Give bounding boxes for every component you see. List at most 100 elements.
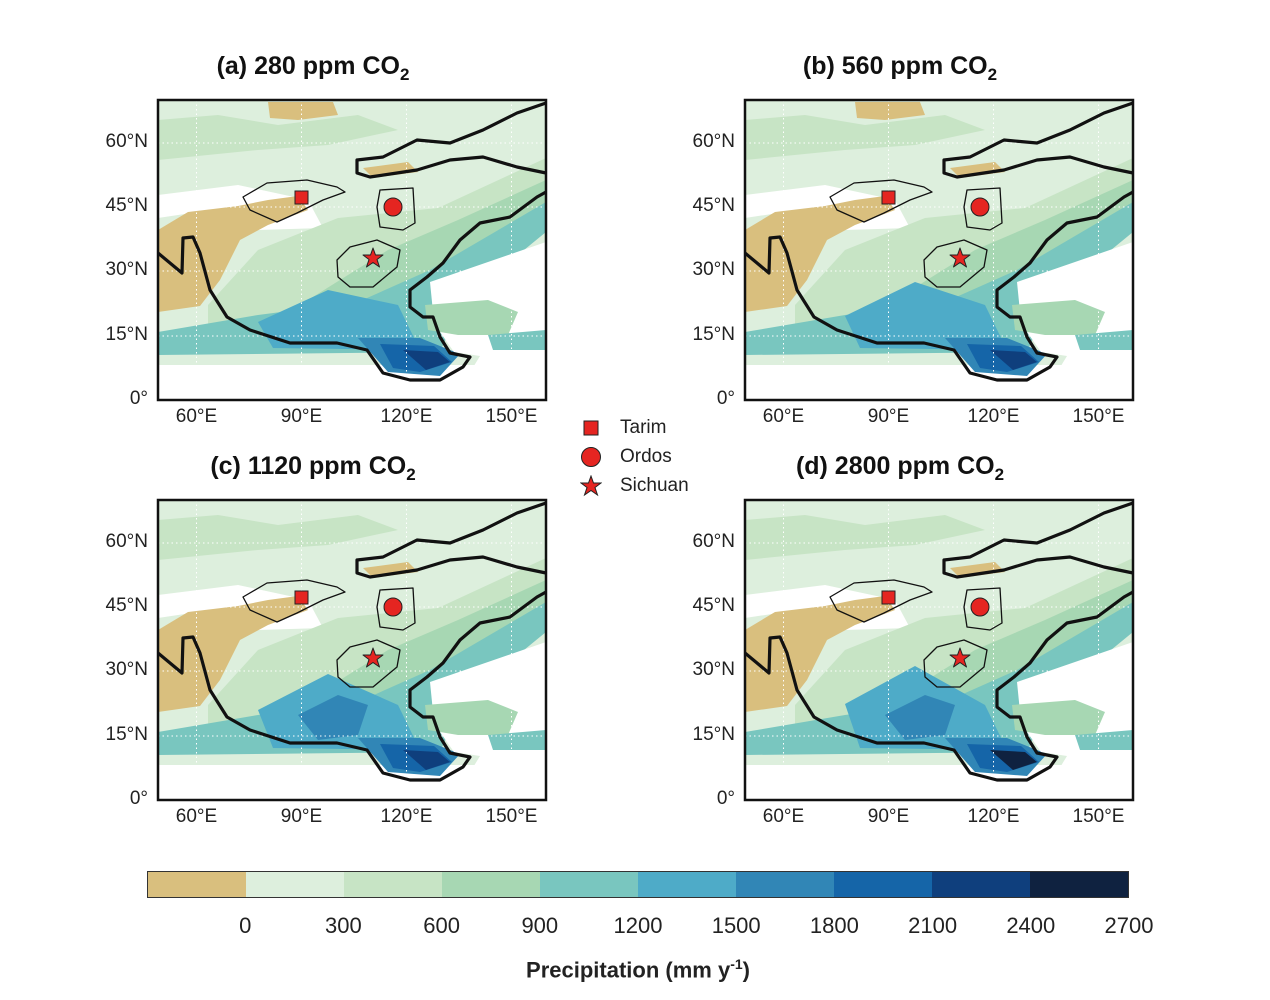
legend-label: Ordos [620,445,672,467]
precip-north [158,115,398,160]
lat-tick-label: 45°N [692,595,735,616]
arid-west [158,196,308,312]
precip-ocean-patch-2 [488,330,546,350]
colorbar-tick-label: 1800 [809,913,859,938]
tarim-basin-outline [829,579,933,623]
panel-title: (a) 280 ppm CO2 [216,52,410,84]
precip-ocean-patch [425,700,518,735]
axes-frame [156,98,548,402]
lat-tick-label: 0° [716,788,735,809]
ordos-marker [970,197,990,217]
arid-north-2 [363,562,418,578]
precip-mid [208,158,546,350]
legend: Tarim Ordos Sichuan [578,413,689,500]
precip-peak [403,350,450,370]
tarim-basin-outline [242,179,346,223]
colorbar-segment [1030,872,1128,897]
ordos-basin-outline [376,587,416,631]
colorbar-label: Precipitation (mm y-1) [526,956,750,983]
tarim-marker [294,190,309,205]
sichuan-marker [949,647,971,668]
ocean-nodata [158,642,546,800]
axes-frame [743,498,1135,802]
colorbar-tick-label: 300 [325,913,362,938]
lon-tick-label: 90°E [867,406,910,427]
sichuan-marker [949,247,971,268]
arid-west [745,596,895,712]
arid-north [268,102,338,120]
lon-tick-label: 120°E [967,806,1020,827]
sichuan-basin-outline [336,239,401,288]
ordos-marker [970,597,990,617]
lat-tick-label: 0° [716,388,735,409]
lon-tick-label: 90°E [867,806,910,827]
coastline [743,590,1134,782]
precip-ocean-patch [425,300,518,335]
lon-tick-label: 120°E [967,406,1020,427]
ordos-basin-outline [963,587,1003,631]
lat-tick-label: 45°N [692,195,735,216]
legend-label: Tarim [620,416,667,438]
legend-label: Sichuan [620,474,689,496]
lon-tick-label: 90°E [280,406,323,427]
precip-core [298,695,368,740]
lat-tick-label: 60°N [692,131,735,152]
lat-tick-label: 0° [129,788,148,809]
ordos-marker [383,197,403,217]
precip-north [158,515,398,560]
lat-tick-label: 15°N [105,724,148,745]
map-panel-d [743,498,1135,802]
legend-item-ordos: Ordos [578,442,689,471]
lat-tick-label: 45°N [105,595,148,616]
colorbar [147,871,1129,898]
ocean-nodata [745,242,1133,400]
precip-north [745,115,985,160]
star-marker-icon [578,474,604,496]
sichuan-basin-outline [923,639,988,688]
colorbar-segment [736,872,834,897]
sichuan-basin-outline [336,639,401,688]
colorbar-segment [148,872,246,897]
precip-north [745,515,985,560]
colorbar-segment [344,872,442,897]
ocean-nodata [745,642,1133,800]
colorbar-segment [540,872,638,897]
lon-tick-label: 120°E [380,806,433,827]
precip-ocean-patch-2 [1075,730,1133,750]
precip-ocean-patch-2 [488,730,546,750]
lat-tick-label: 30°N [105,659,148,680]
precip-ocean-patch-2 [1075,330,1133,350]
colorbar-tick-label: 0 [239,913,252,938]
lat-tick-label: 0° [129,388,148,409]
tarim-marker [881,190,896,205]
panel-title: (c) 1120 ppm CO2 [210,452,416,484]
precip-ocean-patch [1012,300,1105,335]
lat-tick-label: 30°N [105,259,148,280]
coastline-north [942,501,1134,579]
coastline-north [355,101,547,179]
coastline [743,190,1134,382]
lon-tick-label: 60°E [175,806,218,827]
colorbar-segment [834,872,932,897]
lon-tick-label: 120°E [380,406,433,427]
colorbar-tick-label: 600 [423,913,460,938]
colorbar-tick-label: 2400 [1006,913,1056,938]
legend-item-tarim: Tarim [578,413,689,442]
lat-tick-label: 15°N [692,724,735,745]
map-panel-c [156,498,548,802]
lon-tick-label: 150°E [485,806,538,827]
colorbar-segment [442,872,540,897]
square-marker-icon [578,418,604,438]
lon-tick-label: 60°E [175,406,218,427]
tarim-basin-outline [242,579,346,623]
colorbar-tick-label: 900 [521,913,559,938]
ordos-basin-outline [376,187,416,231]
sichuan-basin-outline [923,239,988,288]
arid-north [855,102,925,120]
precip-ocean-patch [1012,700,1105,735]
ordos-basin-outline [963,187,1003,231]
colorbar-tick-label: 2100 [908,913,958,938]
axes-frame [743,98,1135,402]
map-panel-b [743,98,1135,402]
lat-tick-label: 60°N [105,531,148,552]
